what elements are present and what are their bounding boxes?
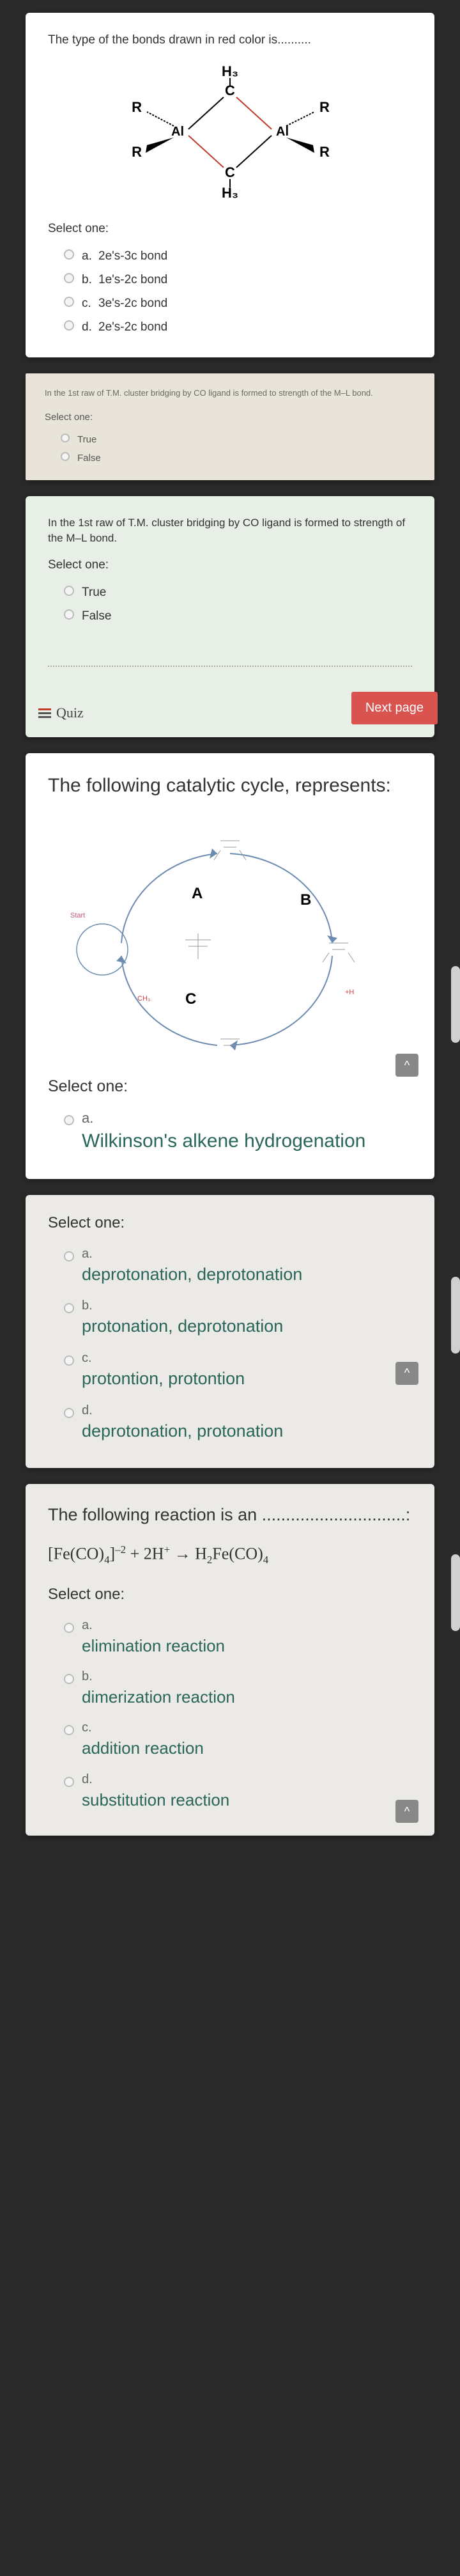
hamburger-icon — [38, 708, 51, 718]
question-text: The following reaction is an ...........… — [48, 1503, 412, 1527]
question-text: In the 1st raw of T.M. cluster bridging … — [48, 515, 412, 546]
radio-icon — [64, 609, 74, 620]
label-r: R — [132, 99, 142, 115]
radio-icon — [64, 297, 74, 307]
scrollbar[interactable] — [451, 966, 460, 1043]
question-card-5: Select one: a.deprotonation, deprotonati… — [26, 1195, 434, 1468]
radio-icon — [64, 1623, 74, 1633]
question-card-3: In the 1st raw of T.M. cluster bridging … — [26, 496, 434, 738]
svg-text:CH₃: CH₃ — [137, 995, 150, 1003]
option-d[interactable]: d.deprotonation, protonation — [48, 1396, 412, 1449]
label-h3-top: H₃ — [222, 63, 238, 79]
label-a: A — [192, 885, 203, 902]
question-card-2: In the 1st raw of T.M. cluster bridging … — [26, 373, 434, 480]
label-al-left: Al — [171, 125, 184, 139]
scroll-up-icon[interactable]: ^ — [395, 1362, 418, 1385]
option-a[interactable]: a.elimination reaction — [48, 1611, 412, 1662]
svg-text:Start: Start — [70, 912, 85, 919]
radio-icon — [64, 1251, 74, 1261]
select-one-label: Select one: — [48, 1586, 412, 1604]
option-a[interactable]: a.deprotonation, deprotonation — [48, 1240, 412, 1292]
question-text: In the 1st raw of T.M. cluster bridging … — [45, 387, 415, 399]
select-one-label: Select one: — [48, 558, 412, 572]
option-d[interactable]: d.2e's-2c bond — [48, 315, 412, 338]
radio-icon — [64, 1303, 74, 1313]
select-one-label: Select one: — [48, 1214, 412, 1232]
radio-icon — [64, 1355, 74, 1366]
radio-icon — [64, 1725, 74, 1735]
option-false[interactable]: False — [45, 448, 415, 466]
label-r: R — [319, 99, 330, 115]
radio-icon — [64, 273, 74, 283]
radio-icon — [61, 433, 70, 442]
option-b[interactable]: b.dimerization reaction — [48, 1662, 412, 1713]
option-b[interactable]: b.protonation, deprotonation — [48, 1292, 412, 1344]
radio-icon — [64, 249, 74, 260]
radio-icon — [64, 1777, 74, 1787]
radio-icon — [64, 586, 74, 596]
radio-icon — [64, 320, 74, 331]
radio-icon — [61, 452, 70, 461]
next-page-button[interactable]: Next page — [351, 692, 438, 724]
label-b: B — [300, 891, 311, 909]
molecule-diagram: H₃ C Al Al C H₃ R R R R — [48, 62, 412, 203]
option-a[interactable]: a. Wilkinson's alkene hydrogenation — [48, 1104, 412, 1159]
label-c-bottom: C — [225, 164, 235, 180]
option-text: Wilkinson's alkene hydrogenation — [82, 1128, 365, 1155]
reaction-formula: [Fe(CO)4]–2 + 2H+ → H2Fe(CO)4 — [48, 1543, 412, 1566]
option-c[interactable]: c.addition reaction — [48, 1713, 412, 1765]
question-text: The type of the bonds drawn in red color… — [48, 32, 412, 49]
label-al-right: Al — [276, 125, 289, 139]
label-h3-bottom: H₃ — [222, 185, 238, 201]
label-c: C — [185, 990, 196, 1008]
option-true[interactable]: True — [45, 429, 415, 448]
option-a[interactable]: a.2e's-3c bond — [48, 244, 412, 267]
select-one-label: Select one: — [45, 412, 415, 423]
option-c[interactable]: c.protontion, protontion — [48, 1344, 412, 1396]
option-b[interactable]: b.1e's-2c bond — [48, 267, 412, 291]
option-false[interactable]: False — [48, 604, 412, 627]
divider — [48, 666, 412, 667]
option-c[interactable]: c.3e's-2c bond — [48, 291, 412, 315]
question-card-4: The following catalytic cycle, represent… — [26, 753, 434, 1178]
catalytic-cycle-diagram: Start A B C CH₃ +H — [48, 815, 412, 1058]
option-d[interactable]: d.substitution reaction — [48, 1765, 412, 1816]
label-r: R — [319, 144, 330, 160]
scroll-up-icon[interactable]: ^ — [395, 1800, 418, 1823]
scrollbar[interactable] — [451, 1277, 460, 1354]
question-card-6: The following reaction is an ...........… — [26, 1484, 434, 1836]
scroll-up-icon[interactable]: ^ — [395, 1054, 418, 1077]
radio-icon — [64, 1674, 74, 1684]
quiz-menu[interactable]: Quiz — [38, 705, 84, 721]
select-one-label: Select one: — [48, 1077, 412, 1096]
scrollbar[interactable] — [451, 1554, 460, 1631]
radio-icon — [64, 1408, 74, 1418]
option-true[interactable]: True — [48, 580, 412, 604]
label-r: R — [132, 144, 142, 160]
svg-text:+H: +H — [345, 988, 354, 996]
radio-icon — [64, 1115, 74, 1125]
question-card-1: The type of the bonds drawn in red color… — [26, 13, 434, 357]
select-one-label: Select one: — [48, 222, 412, 236]
question-text: The following catalytic cycle, represent… — [48, 772, 412, 799]
